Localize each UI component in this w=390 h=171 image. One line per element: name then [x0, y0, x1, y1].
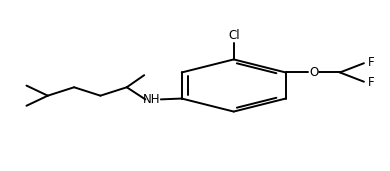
Text: F: F [368, 76, 374, 89]
Text: F: F [368, 56, 374, 69]
Text: O: O [309, 66, 318, 79]
Text: Cl: Cl [228, 29, 239, 42]
Text: NH: NH [143, 93, 161, 106]
